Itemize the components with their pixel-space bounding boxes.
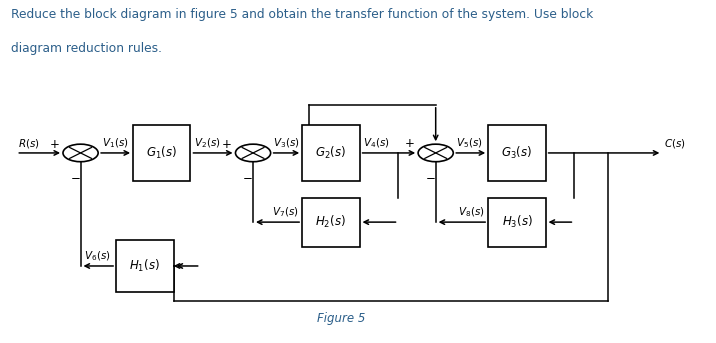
FancyBboxPatch shape — [302, 125, 359, 181]
Text: Reduce the block diagram in figure 5 and obtain the transfer function of the sys: Reduce the block diagram in figure 5 and… — [11, 8, 593, 21]
FancyBboxPatch shape — [488, 198, 546, 247]
Text: $C(s)$: $C(s)$ — [664, 137, 686, 150]
Text: $V_2(s)$: $V_2(s)$ — [194, 136, 221, 150]
Text: $G_3(s)$: $G_3(s)$ — [501, 145, 533, 161]
Text: $H_2(s)$: $H_2(s)$ — [316, 214, 347, 230]
Text: $V_5(s)$: $V_5(s)$ — [456, 136, 483, 150]
Text: $R(s)$: $R(s)$ — [18, 137, 39, 150]
Text: Figure 5: Figure 5 — [316, 312, 365, 325]
Text: $-$: $-$ — [70, 170, 81, 183]
Circle shape — [418, 144, 453, 162]
Text: $V_7(s)$: $V_7(s)$ — [272, 205, 299, 219]
Circle shape — [63, 144, 98, 162]
Text: $+$: $+$ — [49, 138, 59, 151]
FancyBboxPatch shape — [133, 125, 190, 181]
Text: $H_3(s)$: $H_3(s)$ — [501, 214, 532, 230]
Circle shape — [236, 144, 271, 162]
Text: $V_1(s)$: $V_1(s)$ — [102, 136, 128, 150]
Text: $G_2(s)$: $G_2(s)$ — [315, 145, 347, 161]
Text: $-$: $-$ — [243, 170, 253, 183]
Text: $V_4(s)$: $V_4(s)$ — [363, 136, 390, 150]
FancyBboxPatch shape — [116, 240, 173, 292]
Text: $G_1(s)$: $G_1(s)$ — [146, 145, 178, 161]
Text: $V_3(s)$: $V_3(s)$ — [274, 136, 300, 150]
Text: $V_8(s)$: $V_8(s)$ — [458, 205, 485, 219]
Text: $H_1(s)$: $H_1(s)$ — [130, 258, 160, 274]
FancyBboxPatch shape — [488, 125, 546, 181]
Text: diagram reduction rules.: diagram reduction rules. — [11, 42, 162, 55]
Text: $-$: $-$ — [425, 170, 436, 183]
FancyBboxPatch shape — [302, 198, 359, 247]
Text: $+$: $+$ — [404, 137, 415, 150]
Text: $+$: $+$ — [221, 138, 232, 151]
Text: $V_6(s)$: $V_6(s)$ — [84, 249, 110, 263]
